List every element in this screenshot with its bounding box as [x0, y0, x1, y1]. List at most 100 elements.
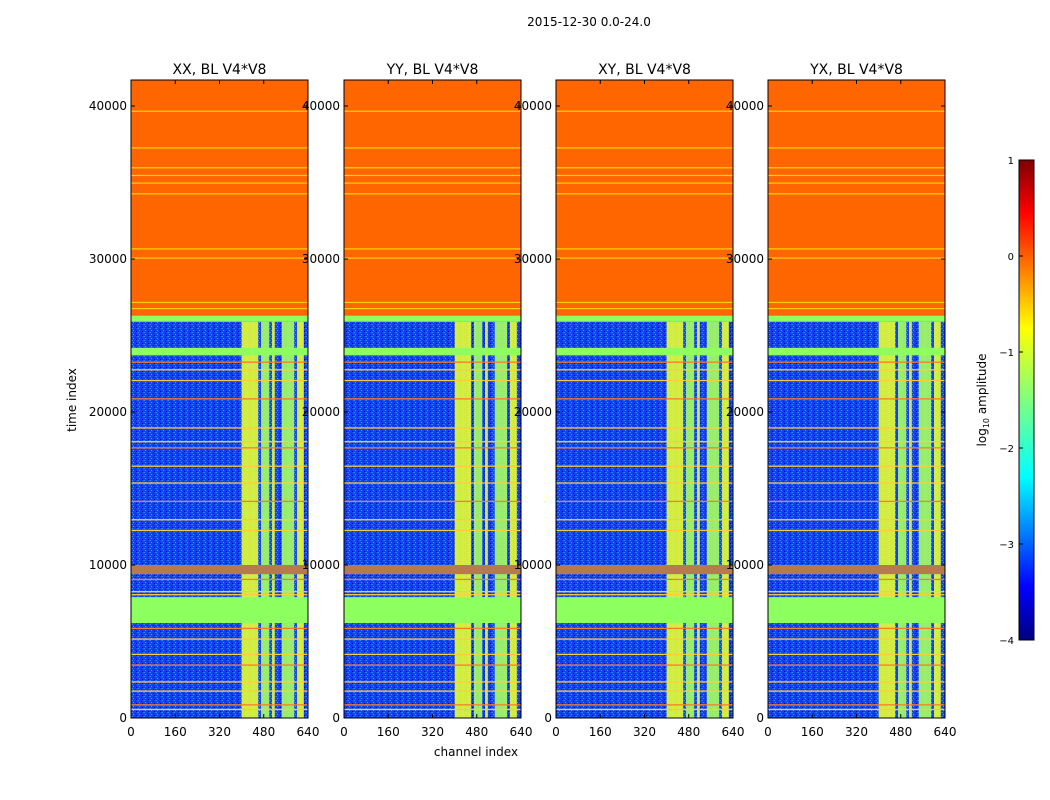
- y-tick-label: 40000: [726, 99, 764, 113]
- x-tick-label: 160: [164, 725, 187, 739]
- x-tick-label: 320: [421, 725, 444, 739]
- flagged-region-top: [556, 80, 733, 316]
- flag-line: [768, 465, 945, 467]
- flag-line: [768, 427, 945, 429]
- flag-line: [556, 519, 733, 521]
- flag-line: [344, 174, 521, 177]
- flag-line: [131, 465, 308, 467]
- y-tick-label: 10000: [726, 558, 764, 572]
- flag-line: [131, 591, 308, 593]
- flag-line: [768, 591, 945, 593]
- y-tick-label: 10000: [514, 558, 552, 572]
- x-tick-label: 640: [722, 725, 745, 739]
- x-tick-label: 0: [340, 725, 348, 739]
- flag-line: [131, 594, 308, 596]
- flag-line: [556, 147, 733, 149]
- flag-line: [344, 653, 521, 656]
- flag-line: [344, 182, 521, 184]
- flagged-band-brown: [556, 565, 733, 575]
- flag-line: [556, 369, 733, 371]
- panel-title: YY, BL V4*V8: [386, 62, 479, 78]
- colorbar-label: log10 amplitude: [975, 354, 991, 447]
- flag-line: [131, 369, 308, 371]
- flag-line: [556, 500, 733, 503]
- colorbar-tick-label: −4: [999, 636, 1014, 647]
- flag-line: [131, 638, 308, 640]
- flag-line: [131, 315, 308, 322]
- colorbar-tick-label: −2: [999, 444, 1014, 455]
- panel-title: XY, BL V4*V8: [598, 62, 691, 78]
- y-tick-label: 40000: [514, 99, 552, 113]
- flagged-band-brown: [131, 565, 308, 575]
- flag-line: [556, 315, 733, 322]
- flag-line: [344, 248, 521, 250]
- y-tick-label: 0: [332, 711, 340, 725]
- flag-line: [556, 664, 733, 666]
- flagged-band: [768, 347, 945, 356]
- flagged-band: [556, 597, 733, 624]
- flag-line: [556, 482, 733, 484]
- flag-line: [768, 193, 945, 195]
- flag-line: [344, 638, 521, 640]
- flag-line: [131, 441, 308, 443]
- heatmap-panel-1: XX, BL V4*V8 0 160 320 480 640 0 10000 20000 3000…: [89, 62, 320, 739]
- flag-line: [131, 174, 308, 177]
- flag-line: [768, 110, 945, 112]
- flag-line: [556, 704, 733, 706]
- flag-line: [131, 193, 308, 195]
- flag-line: [556, 427, 733, 429]
- heatmap-panel-4: YX, BL V4*V8 0 160 320 480 640 0 10000 20000 3000…: [726, 62, 957, 739]
- flag-line: [768, 167, 945, 169]
- flag-line: [131, 361, 308, 363]
- flagged-band: [344, 347, 521, 356]
- flag-line: [344, 301, 521, 304]
- flag-line: [768, 301, 945, 304]
- flag-line: [344, 482, 521, 484]
- flag-line: [556, 708, 733, 711]
- flag-line: [344, 315, 521, 322]
- flag-line: [344, 594, 521, 596]
- y-tick-label: 10000: [302, 558, 340, 572]
- flag-line: [131, 182, 308, 184]
- y-axis-label: time index: [65, 368, 79, 432]
- flag-line: [768, 519, 945, 521]
- flag-line: [344, 427, 521, 429]
- flag-line: [556, 361, 733, 363]
- flag-line: [556, 257, 733, 259]
- flag-line: [131, 248, 308, 250]
- colorbar: log10 amplitude 1 0 −1 −2 −3 −4: [975, 156, 1035, 647]
- flag-line: [131, 427, 308, 429]
- flag-line: [556, 653, 733, 656]
- flag-line: [768, 638, 945, 640]
- flag-line: [131, 447, 308, 449]
- flagged-band: [131, 597, 308, 624]
- flag-line: [344, 307, 521, 310]
- colorbar-tick-label: 1: [1008, 156, 1014, 167]
- flagged-region-top: [768, 80, 945, 316]
- panels: XX, BL V4*V8 0 160 320 480 640 0 10000 20000 3000…: [89, 62, 957, 739]
- colorbar-gradient: [1018, 159, 1035, 641]
- flagged-band: [556, 347, 733, 356]
- flag-line: [768, 627, 945, 630]
- flag-line: [131, 398, 308, 400]
- flag-line: [131, 653, 308, 656]
- flag-line: [556, 379, 733, 382]
- y-tick-label: 0: [756, 711, 764, 725]
- flag-line: [131, 110, 308, 112]
- flag-line: [344, 708, 521, 711]
- x-tick-label: 480: [252, 725, 275, 739]
- y-tick-label: 20000: [514, 405, 552, 419]
- flag-line: [768, 307, 945, 310]
- flag-line: [768, 708, 945, 711]
- flag-line: [768, 447, 945, 449]
- x-tick-label: 160: [801, 725, 824, 739]
- figure-suptitle: 2015-12-30 0.0-24.0: [527, 15, 651, 29]
- x-tick-label: 480: [677, 725, 700, 739]
- flagged-band-brown: [344, 565, 521, 575]
- flag-line: [768, 369, 945, 371]
- flag-line: [131, 664, 308, 666]
- flag-line: [344, 690, 521, 692]
- x-tick-label: 0: [127, 725, 135, 739]
- flag-line: [131, 301, 308, 304]
- flag-line: [344, 681, 521, 683]
